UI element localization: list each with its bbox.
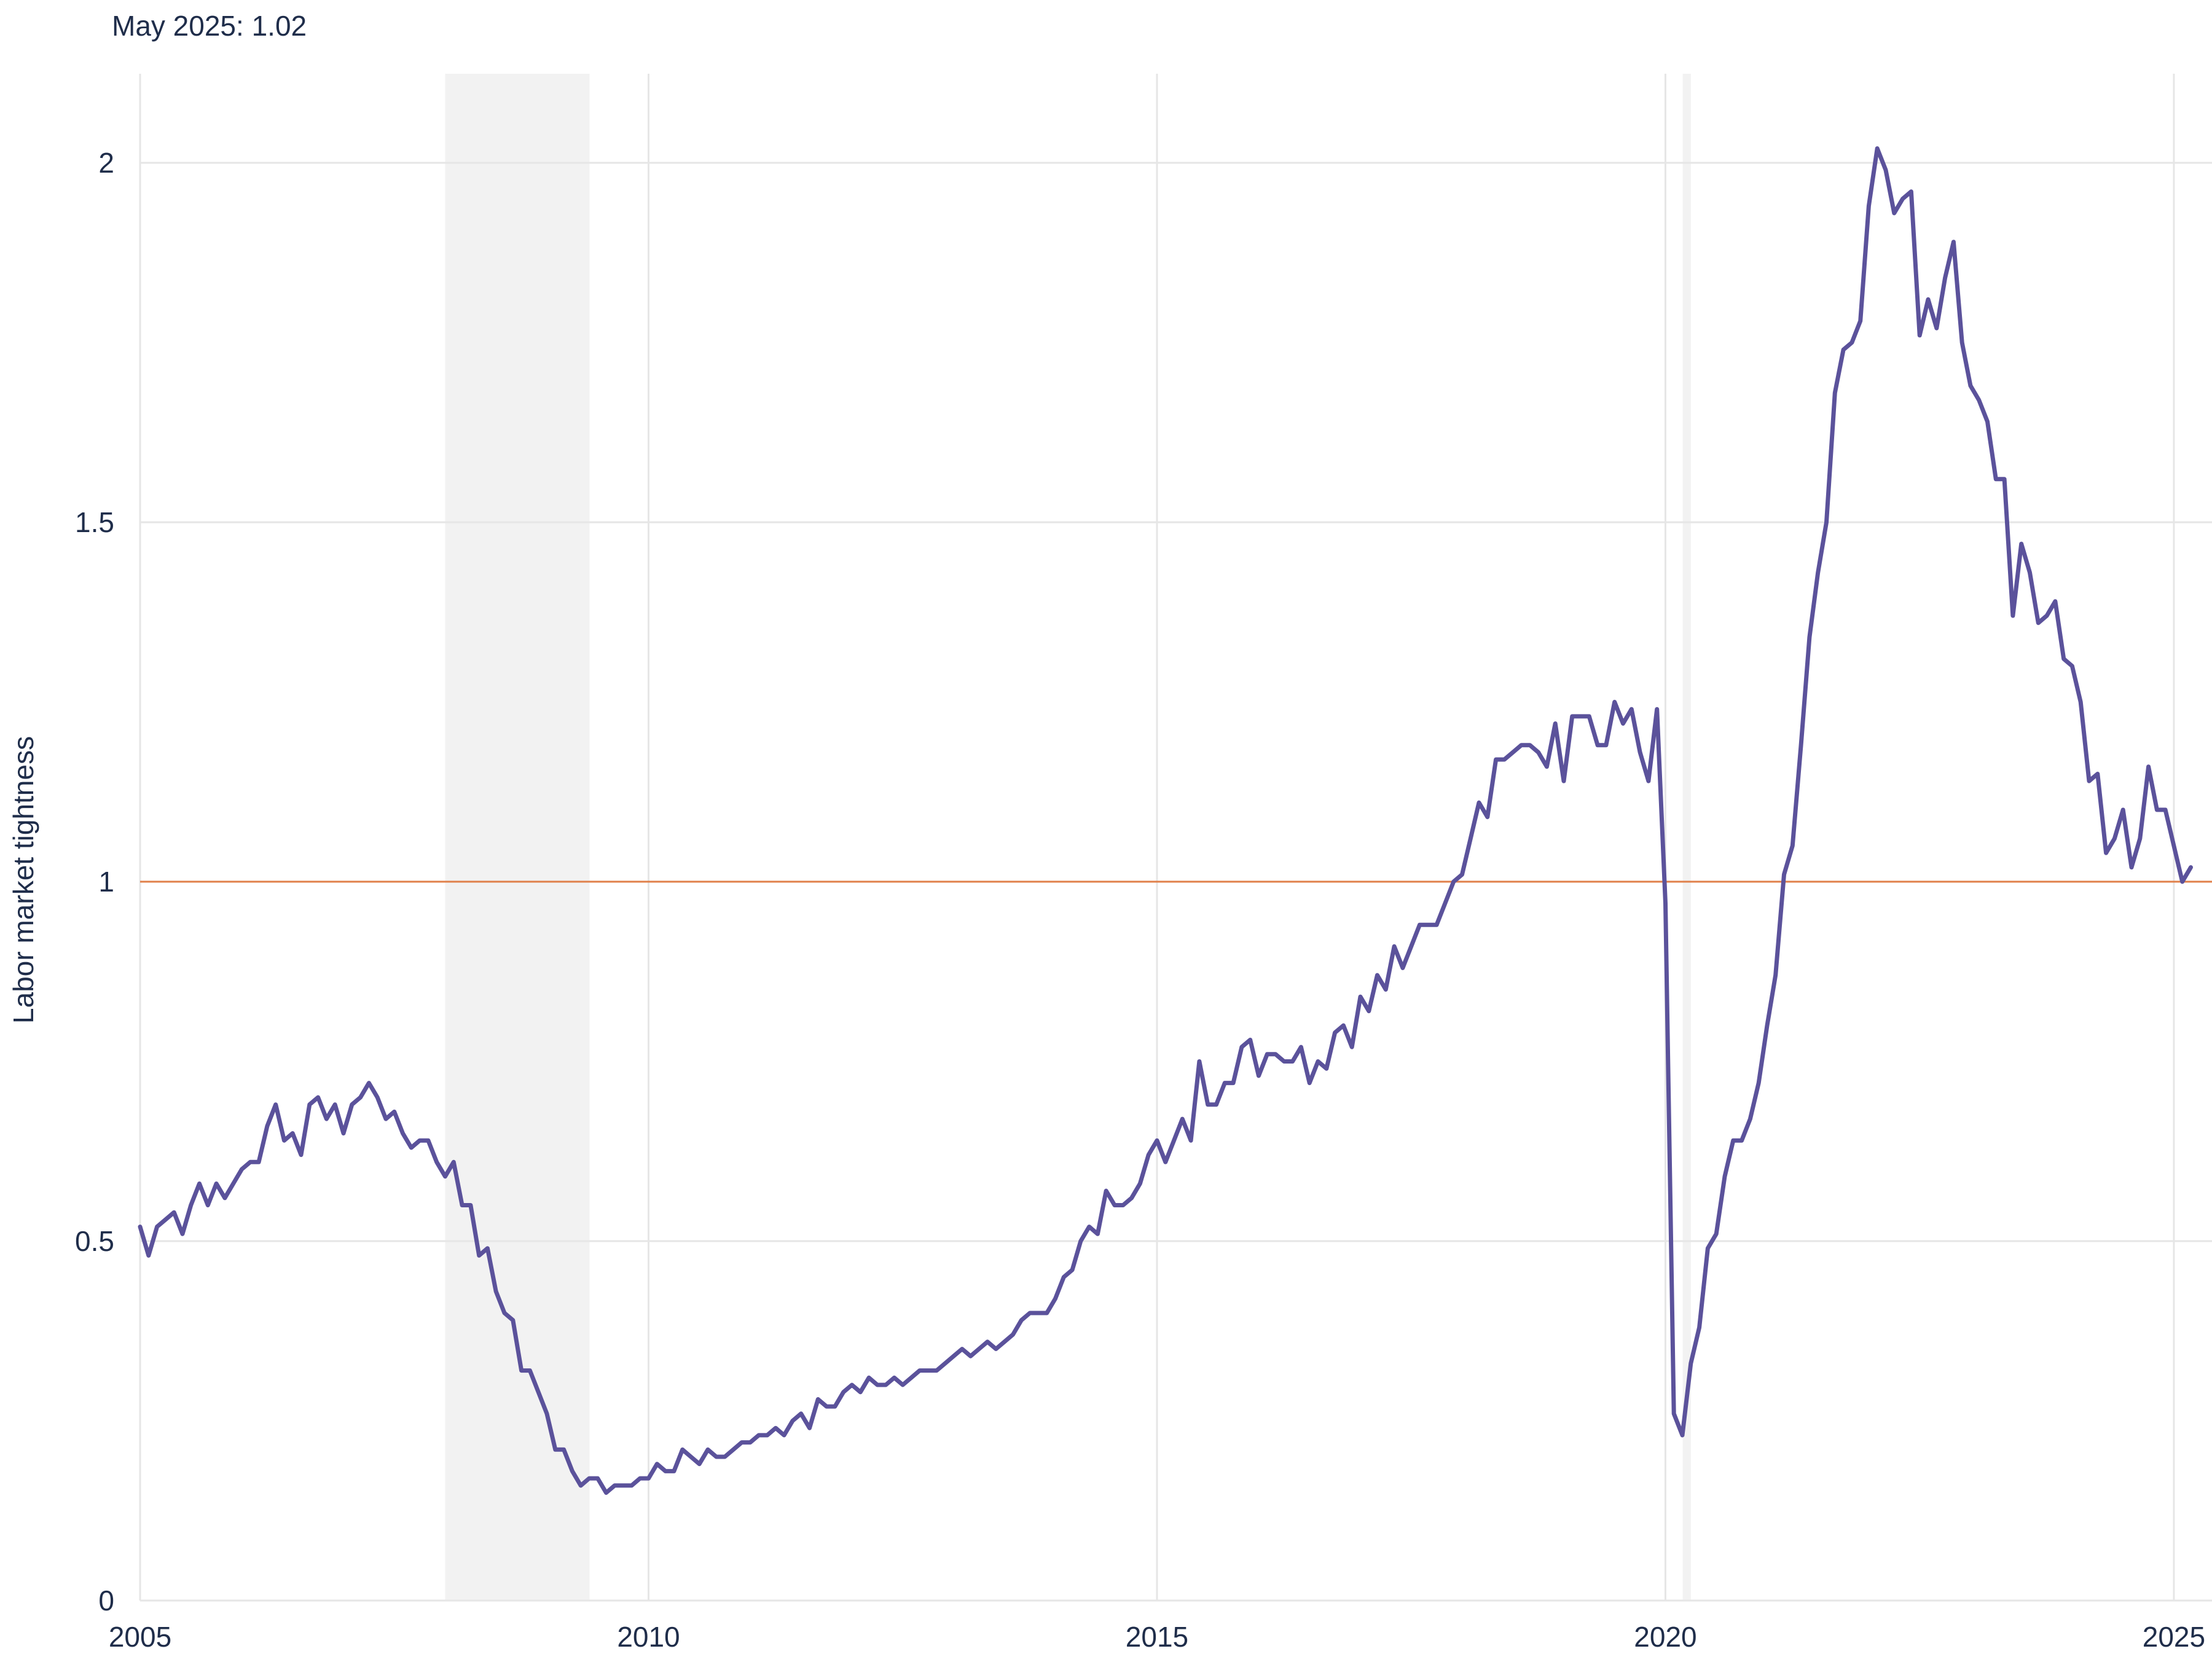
chart-subtitle: May 2025: 1.02 [112,10,307,42]
x-tick-label-2: 2015 [1126,1621,1188,1653]
y-tick-label-3: 1.5 [75,506,114,538]
x-axis: 2005 2010 2015 2020 2025 [109,1621,2205,1653]
y-axis-title: Labor market tightness [7,736,39,1024]
y-axis: 0 0.5 1 1.5 2 [75,147,114,1617]
y-tick-label-1: 0.5 [75,1225,114,1257]
recession-band-1 [1682,74,1691,1601]
series-line-0 [138,146,2193,1495]
series-group [138,146,2193,1495]
y-tick-label-0: 0 [98,1585,114,1617]
x-tick-label-0: 2005 [109,1621,171,1653]
recession-band-0 [445,74,590,1601]
x-tick-label-4: 2025 [2143,1621,2205,1653]
x-tick-label-1: 2010 [617,1621,680,1653]
x-tick-label-3: 2020 [1634,1621,1696,1653]
y-tick-label-2: 1 [98,866,114,898]
recession-shading [445,74,1691,1601]
y-tick-label-4: 2 [98,147,114,179]
